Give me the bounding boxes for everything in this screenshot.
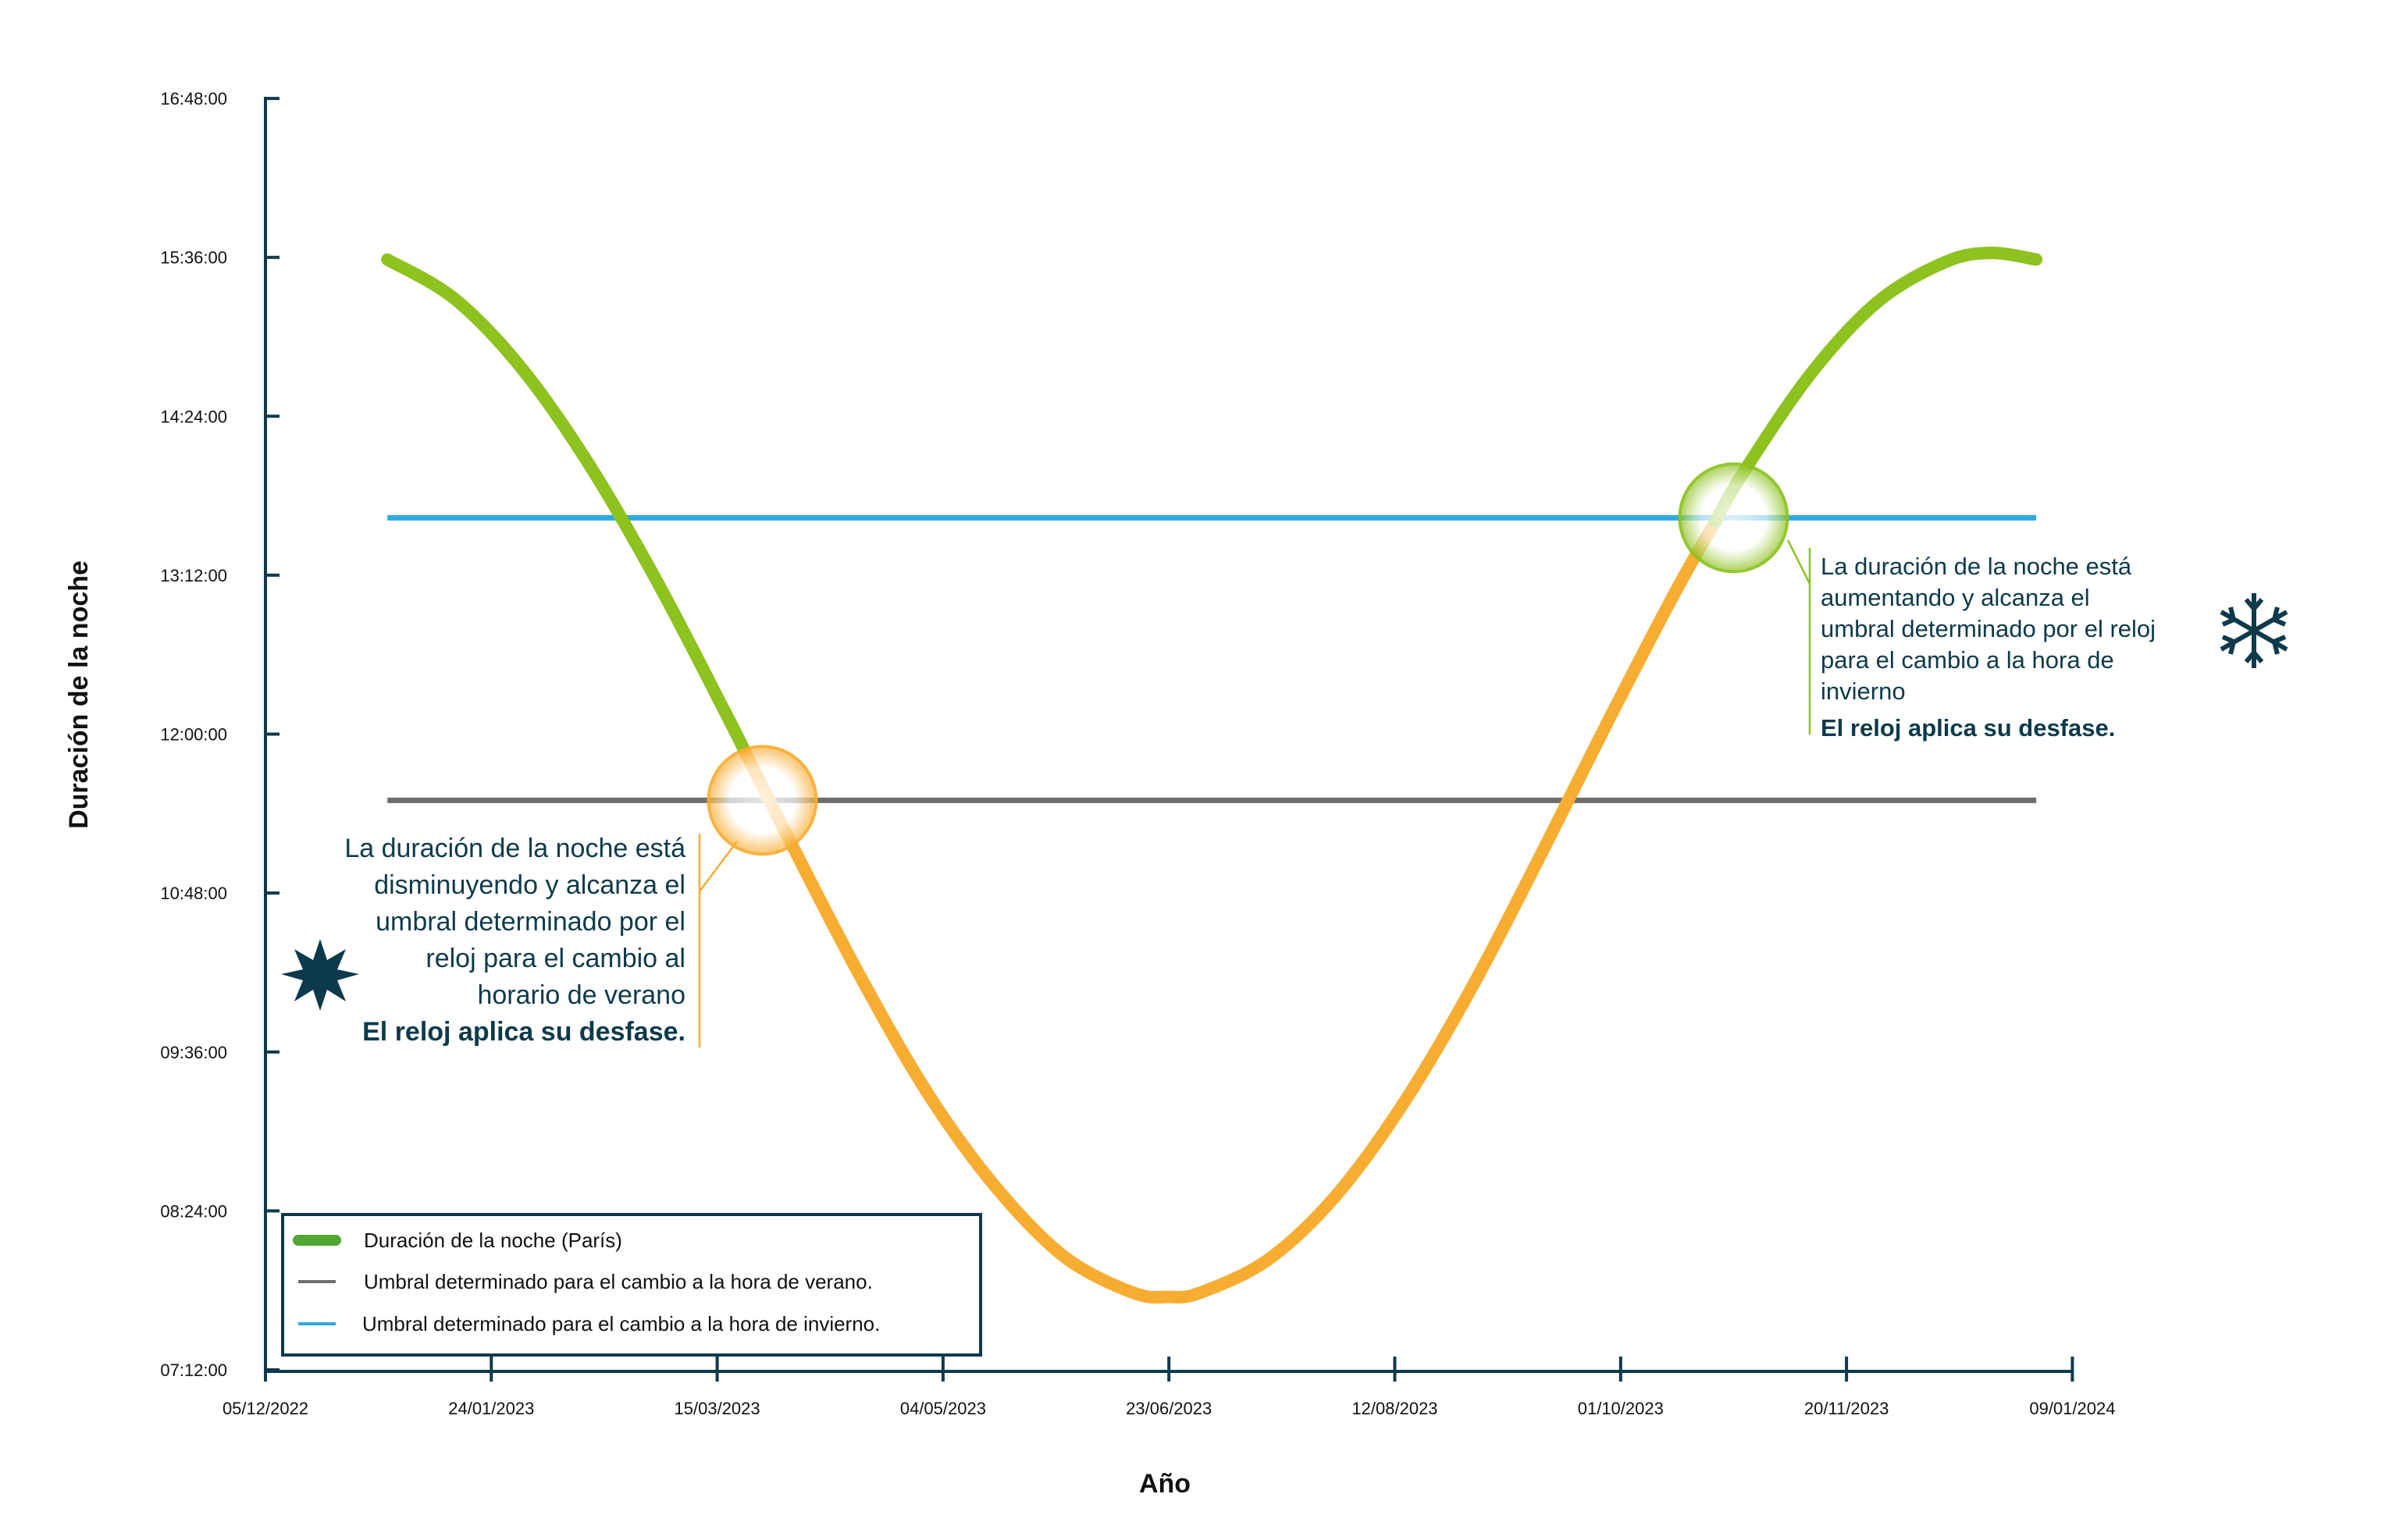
- y-tick-label: 09:36:00: [160, 1043, 227, 1062]
- y-tick-label: 08:24:00: [160, 1201, 227, 1221]
- summer-annotation-highlight: El reloj aplica su desfase.: [362, 1017, 685, 1047]
- winter-annotation-line: umbral determinado por el reloj: [1821, 615, 2156, 642]
- winter-crossing-highlight: [1678, 462, 1789, 574]
- winter-annotation-line: para el cambio a la hora de: [1821, 646, 2114, 674]
- summer-annotation-line: disminuyendo y alcanza el: [374, 870, 685, 900]
- legend-label-summer-threshold: Umbral determinado para el cambio a la h…: [364, 1270, 873, 1293]
- snowflake-icon: [2220, 593, 2288, 668]
- legend-label-night: Duración de la noche (París): [364, 1229, 622, 1252]
- summer-annotation-line: reloj para el cambio al: [425, 944, 685, 973]
- x-axis-title: Año: [1139, 1469, 1191, 1499]
- y-tick-label: 07:12:00: [160, 1360, 227, 1380]
- legend: Duración de la noche (París) Umbral dete…: [281, 1213, 982, 1357]
- y-tick-label: 15:36:00: [160, 248, 227, 268]
- series-layer: [381, 247, 2043, 1304]
- x-tick-label: 04/05/2023: [900, 1399, 986, 1418]
- highlight-layer: [707, 462, 1789, 856]
- y-tick-label: 12:00:00: [160, 725, 227, 745]
- x-tick-label: 20/11/2023: [1804, 1399, 1889, 1418]
- x-ticks: 05/12/2022 24/01/2023 15/03/2023 04/05/2023…: [223, 1357, 2115, 1418]
- y-tick-label: 14:24:00: [160, 407, 227, 426]
- night-duration-line-green-early: [381, 253, 751, 757]
- axes: [264, 97, 2074, 1373]
- x-tick-label: 05/12/2022: [223, 1399, 308, 1418]
- summer-annotation-line: horario de verano: [477, 980, 685, 1010]
- legend-frame: [281, 1213, 982, 1357]
- x-tick-label: 23/06/2023: [1126, 1399, 1212, 1418]
- legend-label-winter-threshold: Umbral determinado para el cambio a la h…: [362, 1312, 880, 1335]
- x-tick-label: 12/08/2023: [1351, 1399, 1437, 1418]
- winter-annotation-line: invierno: [1821, 678, 1906, 705]
- y-ticks: 07:12:00 08:24:00 09:36:00 10:48:00 12:00:00…: [160, 89, 280, 1380]
- summer-annotation: La duración de la noche está disminuyend…: [281, 834, 738, 1047]
- night-duration-line-orange: [739, 517, 1722, 1304]
- y-axis-title: Duración de la noche: [64, 560, 94, 829]
- y-tick-label: 13:12:00: [160, 566, 227, 585]
- x-tick-label: 01/10/2023: [1578, 1399, 1664, 1418]
- summer-callout-pointer: [699, 841, 738, 892]
- summer-crossing-highlight: [707, 745, 818, 856]
- y-tick-label: 16:48:00: [160, 89, 227, 108]
- summer-annotation-line: umbral determinado por el: [376, 907, 685, 937]
- winter-callout-pointer: [1786, 539, 1811, 585]
- y-tick-label: 10:48:00: [160, 884, 227, 903]
- x-tick-label: 09/01/2024: [2029, 1399, 2115, 1418]
- winter-annotation-highlight: El reloj aplica su desfase.: [1821, 714, 2115, 742]
- winter-annotation: La duración de la noche está aumentando …: [1786, 539, 2288, 742]
- winter-annotation-line: aumentando y alcanza el: [1821, 584, 2090, 611]
- sun-icon: [281, 939, 359, 1011]
- summer-annotation-line: La duración de la noche está: [344, 834, 685, 863]
- winter-annotation-line: La duración de la noche está: [1821, 553, 2132, 580]
- x-tick-label: 24/01/2023: [448, 1399, 534, 1418]
- x-tick-label: 15/03/2023: [675, 1399, 760, 1418]
